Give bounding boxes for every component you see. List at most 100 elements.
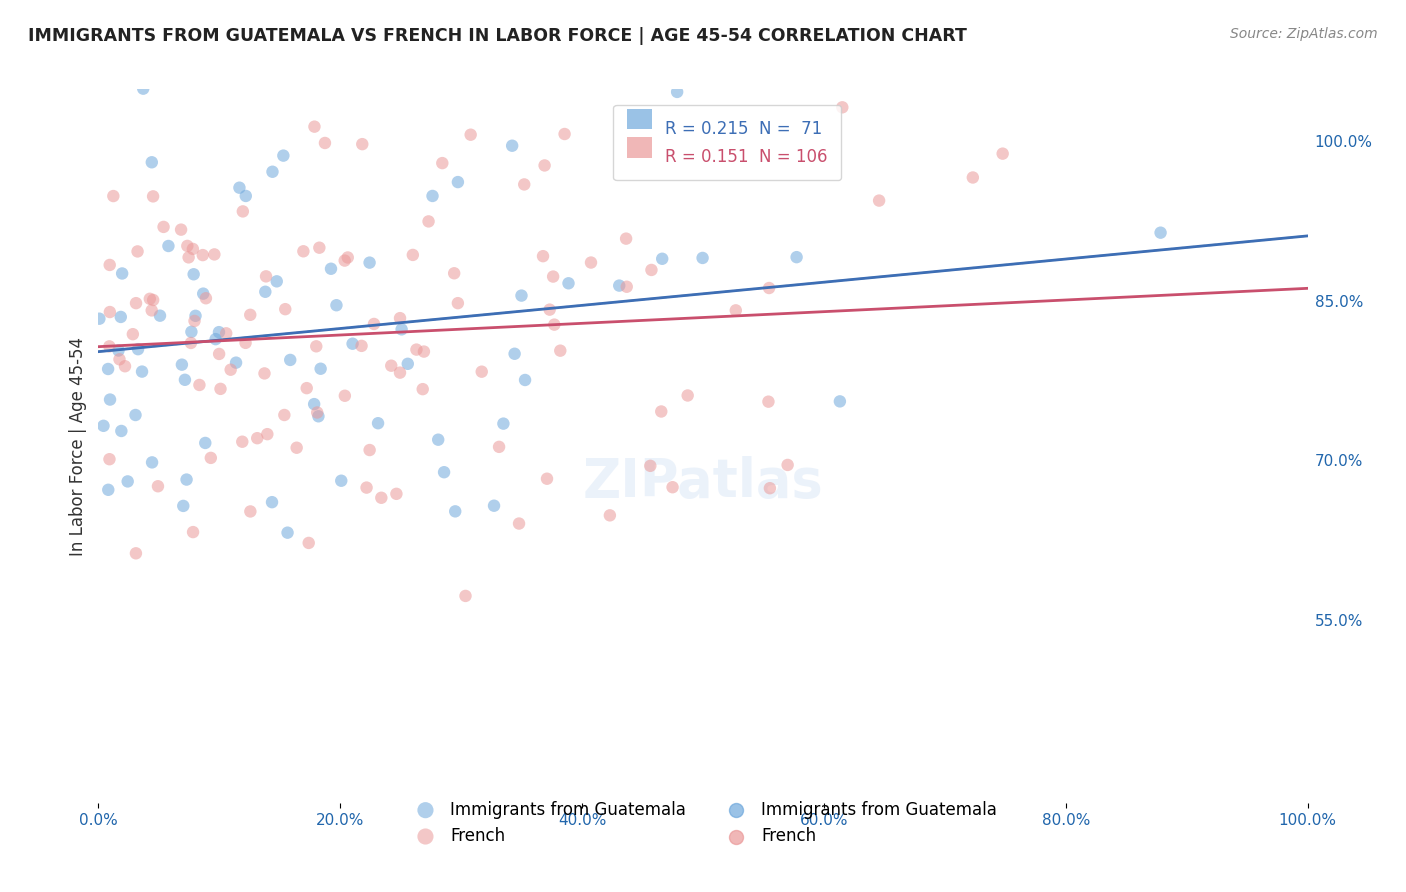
French xyxy=(579,255,602,269)
Immigrants from Guatemala xyxy=(273,148,295,162)
Immigrants from Guatemala xyxy=(180,325,202,339)
French xyxy=(146,479,169,493)
Immigrants from Guatemala xyxy=(266,274,288,288)
French xyxy=(208,347,231,361)
French xyxy=(239,504,262,518)
French xyxy=(389,311,412,326)
Immigrants from Guatemala xyxy=(1149,226,1171,240)
Immigrants from Guatemala xyxy=(325,298,347,312)
French xyxy=(125,546,148,560)
French xyxy=(336,251,359,265)
French xyxy=(650,404,672,418)
French xyxy=(413,344,436,359)
Immigrants from Guatemala xyxy=(342,336,364,351)
French xyxy=(868,194,890,208)
Text: 55.0%: 55.0% xyxy=(1315,615,1362,629)
French xyxy=(388,366,411,380)
French xyxy=(758,394,780,409)
Immigrants from Guatemala xyxy=(607,278,630,293)
Immigrants from Guatemala xyxy=(183,267,205,281)
French xyxy=(170,222,193,236)
Immigrants from Guatemala xyxy=(107,343,129,358)
French xyxy=(121,327,143,342)
French xyxy=(356,481,378,495)
French xyxy=(758,281,780,295)
French xyxy=(443,266,465,280)
Immigrants from Guatemala xyxy=(316,55,339,70)
Immigrants from Guatemala xyxy=(132,81,155,95)
Immigrants from Guatemala xyxy=(501,138,523,153)
French xyxy=(616,279,638,293)
French xyxy=(724,303,747,318)
Immigrants from Guatemala xyxy=(184,309,207,323)
French xyxy=(103,189,125,203)
French xyxy=(432,156,454,170)
French xyxy=(412,382,434,396)
Immigrants from Guatemala xyxy=(127,342,149,356)
French xyxy=(231,434,253,449)
French xyxy=(454,589,477,603)
French xyxy=(141,303,163,318)
Immigrants from Guatemala xyxy=(141,455,163,469)
French xyxy=(543,318,565,332)
Immigrants from Guatemala xyxy=(513,373,536,387)
French xyxy=(215,326,238,341)
French xyxy=(513,178,536,192)
Immigrants from Guatemala xyxy=(225,356,247,370)
Immigrants from Guatemala xyxy=(828,394,851,409)
French xyxy=(98,305,121,319)
French xyxy=(232,204,254,219)
French xyxy=(352,137,374,152)
French xyxy=(554,127,576,141)
French xyxy=(508,516,530,531)
French xyxy=(333,389,356,403)
French xyxy=(614,232,637,246)
Immigrants from Guatemala xyxy=(396,357,419,371)
Immigrants from Guatemala xyxy=(503,347,526,361)
Immigrants from Guatemala xyxy=(557,277,579,291)
Immigrants from Guatemala xyxy=(367,416,389,430)
French xyxy=(194,291,217,305)
Immigrants from Guatemala xyxy=(124,408,146,422)
French xyxy=(536,472,558,486)
French xyxy=(676,388,699,402)
Immigrants from Guatemala xyxy=(447,175,470,189)
French xyxy=(418,214,440,228)
French xyxy=(991,146,1014,161)
Text: 100.0%: 100.0% xyxy=(1315,135,1372,150)
Immigrants from Guatemala xyxy=(157,239,180,253)
French xyxy=(333,253,356,268)
Immigrants from Guatemala xyxy=(97,362,120,376)
French xyxy=(831,100,853,114)
Text: Source: ZipAtlas.com: Source: ZipAtlas.com xyxy=(1230,27,1378,41)
French xyxy=(180,335,202,350)
Immigrants from Guatemala xyxy=(666,85,689,99)
French xyxy=(305,339,328,353)
Immigrants from Guatemala xyxy=(427,433,450,447)
Immigrants from Guatemala xyxy=(260,495,283,509)
Text: ZIPatlas: ZIPatlas xyxy=(582,456,824,508)
Immigrants from Guatemala xyxy=(89,311,111,326)
Text: 70.0%: 70.0% xyxy=(1315,455,1362,469)
Immigrants from Guatemala xyxy=(482,499,505,513)
French xyxy=(246,431,269,445)
Immigrants from Guatemala xyxy=(194,436,217,450)
French xyxy=(488,440,510,454)
Immigrants from Guatemala xyxy=(319,261,342,276)
Immigrants from Guatemala xyxy=(359,255,381,269)
French xyxy=(292,244,315,259)
Immigrants from Guatemala xyxy=(651,252,673,266)
French xyxy=(108,352,131,367)
French xyxy=(640,263,662,277)
French xyxy=(142,189,165,203)
French xyxy=(219,362,242,376)
Legend: Immigrants from Guatemala, French, Immigrants from Guatemala, French: Immigrants from Guatemala, French, Immig… xyxy=(402,794,1004,852)
Immigrants from Guatemala xyxy=(692,251,714,265)
French xyxy=(274,302,297,317)
French xyxy=(235,335,257,350)
Immigrants from Guatemala xyxy=(510,288,533,302)
French xyxy=(385,487,408,501)
Immigrants from Guatemala xyxy=(117,475,139,489)
French xyxy=(447,296,470,310)
French xyxy=(295,381,318,395)
